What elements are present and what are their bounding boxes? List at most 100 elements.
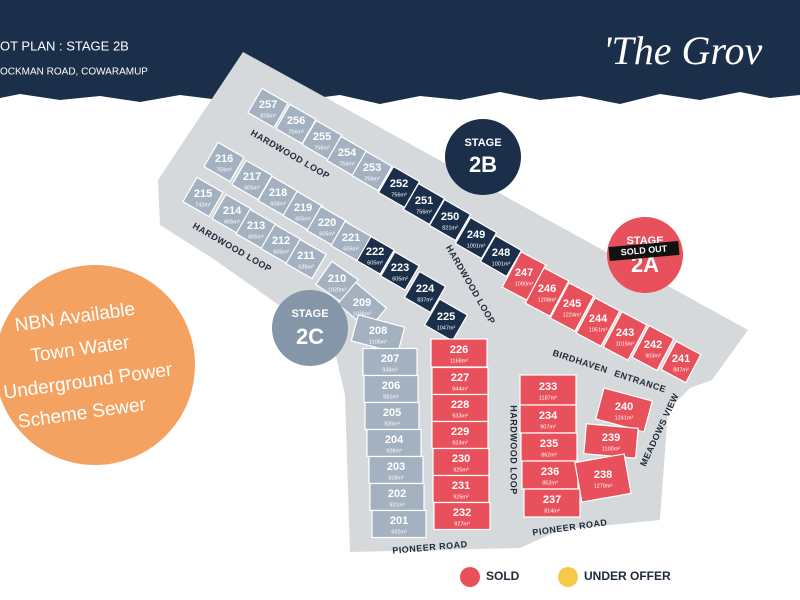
lot: 236 852m² — [521, 460, 579, 490]
lot-area: 759m² — [216, 167, 232, 173]
lot-number: 220 — [318, 217, 336, 229]
lot-area: 756m² — [314, 145, 330, 151]
legend-label: SOLD — [486, 569, 520, 583]
lot-parcel — [660, 340, 702, 384]
lot: 231 925m² — [432, 474, 490, 504]
lot: 211 635m² — [285, 238, 327, 280]
lot-number: 221 — [342, 232, 360, 244]
lot-number: 239 — [602, 432, 620, 444]
lot-number: 238 — [594, 469, 612, 481]
lot-parcel — [631, 324, 675, 372]
lot-number: 204 — [385, 434, 404, 446]
lot-area: 933m² — [452, 413, 468, 419]
lot-parcel — [350, 314, 406, 354]
lot-number: 236 — [541, 466, 559, 478]
lot-parcel — [432, 474, 490, 504]
lot-number: 218 — [269, 187, 287, 199]
lot-number: 206 — [382, 380, 400, 392]
lot-area: 756m² — [288, 129, 304, 135]
lot-number: 252 — [390, 178, 408, 190]
lot: 209 1036m² — [336, 281, 388, 331]
lot-number: 251 — [415, 195, 433, 207]
lot-parcel — [182, 176, 224, 218]
lot-number: 205 — [383, 407, 401, 419]
lot: 249 1001m² — [454, 216, 498, 260]
lot: 221 605m² — [330, 220, 372, 262]
lot-number: 224 — [416, 283, 435, 295]
lot-number: 245 — [563, 298, 581, 310]
lot-number: 222 — [366, 246, 384, 258]
lot: 201 932m² — [371, 509, 427, 539]
stage-2b-badge — [445, 119, 521, 195]
lot-parcel — [423, 298, 469, 342]
lot-parcel — [362, 347, 418, 377]
lot-parcel — [430, 338, 488, 368]
lot-number: 257 — [259, 99, 277, 111]
lot-parcel — [403, 270, 447, 314]
lot-parcel — [363, 374, 419, 404]
lot-area: 1036m² — [353, 311, 372, 317]
lot-area: 1106m² — [369, 339, 387, 345]
lot-number: 244 — [589, 313, 608, 325]
legend-swatch — [558, 567, 578, 587]
lot-area: 1015m² — [616, 341, 635, 347]
lot: 227 944m² — [431, 366, 489, 396]
lot: 215 742m² — [182, 176, 224, 218]
lot-area: 605m² — [248, 234, 264, 240]
lot-area: 1224m² — [563, 312, 582, 318]
lot-number: 233 — [539, 381, 557, 393]
lot-number: 213 — [247, 220, 265, 232]
lot-area: 887m² — [673, 367, 689, 373]
lot-number: 223 — [391, 262, 409, 274]
lot-number: 227 — [451, 372, 469, 384]
lot-area: 1047m² — [437, 325, 456, 331]
lot-area: 923m² — [452, 440, 468, 446]
lot-parcel — [602, 310, 648, 362]
lot: 204 926m² — [366, 428, 422, 458]
legend-swatch — [460, 567, 480, 587]
stage-name: 2C — [296, 324, 324, 349]
lot-parcel — [479, 234, 523, 278]
lot-area: 881m² — [383, 394, 399, 400]
lot-parcel — [433, 501, 491, 531]
lot-area: 932m² — [391, 529, 407, 535]
lot: 230 925m² — [432, 447, 490, 477]
lot-number: 247 — [515, 267, 533, 279]
lot-number: 254 — [338, 147, 357, 159]
lot-number: 225 — [437, 311, 455, 323]
lot-number: 228 — [451, 399, 469, 411]
lot: 234 907m² — [519, 404, 577, 434]
lot: 208 1106m² — [350, 314, 406, 354]
lot-number: 215 — [194, 188, 212, 200]
lots: 257 828m² 256 756m² 255 756m² 254 756m² 253 756m²… — [182, 87, 702, 539]
lot-number: 217 — [243, 171, 261, 183]
lot-area: 605m² — [319, 231, 335, 237]
stage-label: STAGE — [291, 308, 328, 320]
lot-number: 210 — [328, 273, 346, 285]
lot-number: 203 — [387, 461, 405, 473]
lot: 207 938m² — [362, 347, 418, 377]
lot-parcel — [285, 238, 327, 280]
lot-number: 229 — [451, 426, 469, 438]
lot: 243 1015m² — [602, 310, 648, 362]
lot: 203 928m² — [368, 455, 424, 485]
lot-area: 1187m² — [539, 395, 557, 401]
lot-parcel — [330, 220, 372, 262]
lot-number: 201 — [390, 515, 408, 527]
lot-number: 230 — [452, 453, 470, 465]
lot-number: 243 — [616, 327, 634, 339]
lot: 242 903m² — [631, 324, 675, 372]
lot-parcel — [431, 420, 489, 450]
lot: 216 759m² — [203, 141, 245, 183]
lot-number: 216 — [215, 153, 233, 165]
lot: 223 605m² — [380, 251, 420, 291]
lot-area: 862m² — [541, 452, 557, 458]
lot-area: 756m² — [416, 209, 432, 215]
lot-number: 212 — [272, 235, 290, 247]
sold-out: SOLD OUT — [620, 243, 668, 257]
lot-area: 837m² — [417, 297, 433, 303]
lot-number: 208 — [369, 325, 387, 337]
lot-parcel — [369, 482, 425, 512]
lot-number: 246 — [538, 283, 556, 295]
